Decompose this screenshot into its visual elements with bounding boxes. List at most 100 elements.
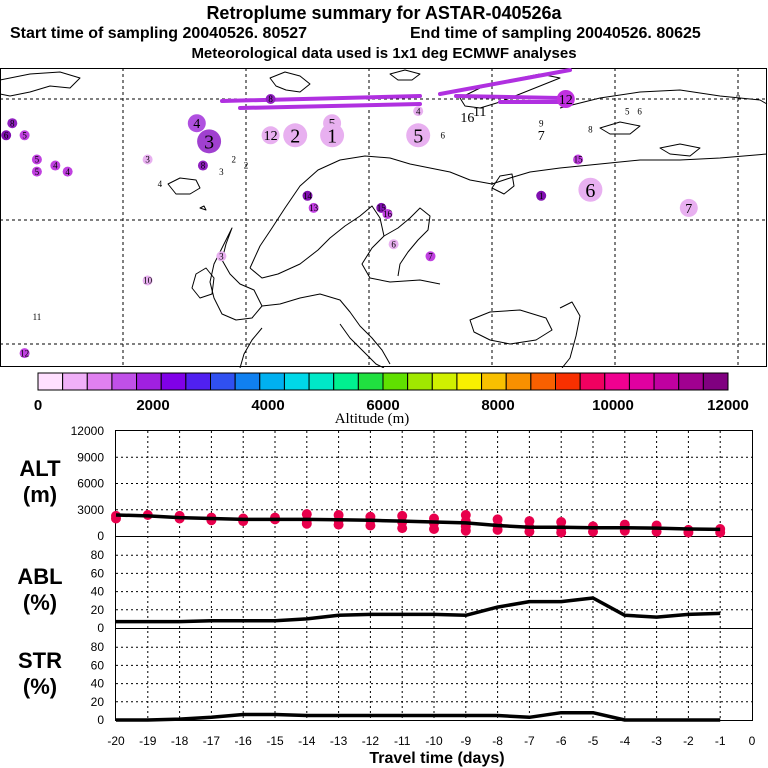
colorbar-tick-label: 4000 xyxy=(251,397,284,414)
map-marker-label: 12 xyxy=(20,348,29,358)
end-time-label: End time of sampling 20040526. 80625 xyxy=(410,25,701,42)
alt-point xyxy=(556,527,567,538)
map-marker: 2 xyxy=(231,155,236,165)
map-marker: 6 xyxy=(578,177,603,202)
meteorological-data-label: Meteorological data used is 1x1 deg ECMW… xyxy=(191,45,577,62)
map-marker: 5 xyxy=(31,166,42,177)
altitude-colorbar: 0 2000 4000 6000 8000 10000 12000 Altitude (m) xyxy=(34,372,749,427)
map-marker-label: 16 xyxy=(460,111,474,126)
chart-title: Retroplume summary for ASTAR-040526a xyxy=(206,3,562,23)
map-marker: 5 xyxy=(31,154,42,165)
map-marker-label: 6 xyxy=(441,130,446,140)
map-marker-label: 4 xyxy=(416,106,421,116)
map-marker: 10 xyxy=(142,275,153,286)
alt-particle-points xyxy=(111,509,726,538)
map-marker-label: 4 xyxy=(65,167,70,177)
map-marker: 12 xyxy=(556,90,575,108)
map-marker: 5 xyxy=(406,123,431,148)
coastline-svalbard xyxy=(269,71,311,93)
alt-y-tick-label: 12000 xyxy=(71,424,105,438)
map-marker-label: 9 xyxy=(539,118,544,128)
x-tick-labels: -20 -19 -18 -17 -16 -15 -14 -13 -12 -11 -10 -9 -8 -7-… xyxy=(107,734,755,748)
map-marker: 8 xyxy=(197,160,208,171)
abl-y-tick-label: 0 xyxy=(97,621,104,635)
map-marker-dot xyxy=(19,348,30,359)
coastline-siberia-islands xyxy=(599,121,701,157)
map-marker-label: 12 xyxy=(559,93,573,108)
str-series-line xyxy=(116,710,721,722)
map-marker-label: 4 xyxy=(158,179,163,189)
map-marker-label: 12 xyxy=(264,129,278,144)
map-marker: 3 xyxy=(216,251,227,262)
alt-y-tick-label: 9000 xyxy=(77,450,104,464)
map-marker-dot xyxy=(31,166,42,177)
map-marker-label: 7 xyxy=(736,94,741,104)
header: Retroplume summary for ASTAR-040526a Sta… xyxy=(0,0,768,68)
map-marker: 11 xyxy=(33,312,42,322)
str-y-tick-label: 20 xyxy=(91,695,105,709)
x-tick-label: -15 xyxy=(266,734,284,748)
map-marker: 3 xyxy=(197,129,222,154)
map-coastlines xyxy=(0,69,768,368)
map-marker-label: 6 xyxy=(391,239,396,249)
coastline-white-sea xyxy=(491,173,515,195)
alt-label-top: ALT xyxy=(19,456,61,481)
map-marker-label: 13 xyxy=(309,203,319,213)
map-marker-label: 2 xyxy=(244,161,249,171)
str-label-top: STR xyxy=(18,648,62,673)
map-frame xyxy=(0,68,767,367)
map-marker-dot xyxy=(216,251,227,262)
str-y-tick-label: 80 xyxy=(91,640,105,654)
coastline-ireland xyxy=(191,267,215,299)
abl-y-tick-label: 40 xyxy=(91,585,105,599)
map-marker-dot xyxy=(142,275,153,286)
map-marker-label: 8 xyxy=(10,118,15,128)
map-marker: 4 xyxy=(62,166,73,177)
map-marker-dot xyxy=(308,202,319,213)
map-marker-label: 7 xyxy=(685,202,692,217)
map-marker-dot xyxy=(62,166,73,177)
map-marker: 11 xyxy=(473,105,486,120)
x-tick-label: -8 xyxy=(492,734,503,748)
map-marker-dot xyxy=(142,154,153,165)
coastline-franz-josef xyxy=(389,69,421,81)
colorbar-cell xyxy=(702,372,729,391)
str-y-tick-label: 0 xyxy=(97,713,104,727)
x-tick-label: -2 xyxy=(683,734,694,748)
map-marker: 15 xyxy=(573,154,584,165)
map-marker-dot xyxy=(265,94,276,104)
x-axis-label: Travel time (days) xyxy=(369,750,504,767)
map-marker-label: 3 xyxy=(204,131,214,153)
x-tick-label: -18 xyxy=(171,734,189,748)
map-marker: 6 xyxy=(441,130,446,140)
alt-point xyxy=(429,524,439,534)
plot-gridlines xyxy=(116,431,752,720)
map-marker: 6 xyxy=(1,130,12,141)
colorbar-tick-label: 2000 xyxy=(136,397,169,414)
map-marker-dot xyxy=(1,130,12,141)
map-marker-label: 5 xyxy=(35,167,40,177)
abl-panel-label: ABL (%) xyxy=(0,564,80,616)
map-marker: 4 xyxy=(413,106,424,116)
map-marker-label: 1 xyxy=(327,125,337,147)
map-marker-label: 3 xyxy=(219,167,224,177)
map-marker-dot xyxy=(382,208,393,219)
map-marker-label: 5 xyxy=(35,155,40,165)
str-label-bottom: (%) xyxy=(22,674,58,699)
map-marker: 15 xyxy=(376,202,387,213)
coastline-siberia-north xyxy=(559,89,768,109)
retroplume-map: 4126784312251561611975810115915671151667… xyxy=(0,68,768,368)
x-tick-label: -1 xyxy=(715,734,726,748)
x-tick-label: -19 xyxy=(139,734,157,748)
colorbar-tick-label: 10000 xyxy=(592,397,634,414)
abl-label-top: ABL xyxy=(17,564,63,589)
map-marker-dot xyxy=(283,123,308,148)
map-marker: 3 xyxy=(142,154,153,165)
map-marker: 4 xyxy=(158,179,163,189)
alt-point xyxy=(524,526,535,537)
colorbar-tick-label: 12000 xyxy=(707,397,749,414)
map-marker: 1 xyxy=(320,123,345,148)
colorbar-cells xyxy=(37,372,729,391)
map-marker-dot xyxy=(425,251,436,262)
map-marker: 16 xyxy=(460,111,474,126)
